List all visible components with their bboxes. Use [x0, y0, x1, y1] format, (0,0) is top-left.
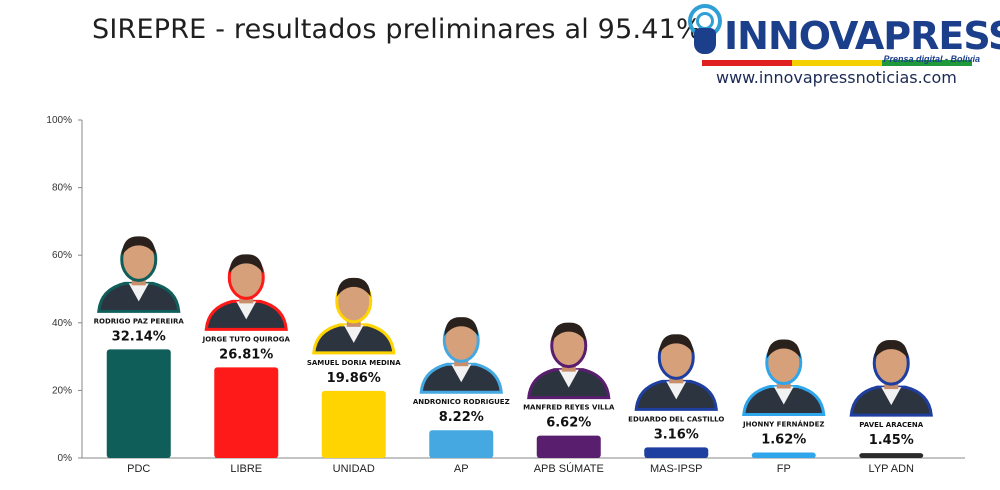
- y-tick-label: 80%: [52, 183, 72, 194]
- candidate-photo: [419, 317, 503, 394]
- y-tick-label: 20%: [52, 385, 72, 396]
- bar: [751, 452, 816, 458]
- candidate-hair: [336, 277, 371, 297]
- candidate-name: MANFRED REYES VILLA: [523, 404, 615, 412]
- candidate-name: RODRIGO PAZ PEREIRA: [94, 317, 185, 325]
- candidate-photo: [312, 277, 396, 355]
- candidate-name: PAVEL ARACENA: [859, 421, 924, 429]
- candidate-hair: [659, 334, 694, 354]
- value-label: 1.45%: [869, 433, 914, 448]
- flag-stripes: [702, 60, 972, 66]
- candidate-name: EDUARDO DEL CASTILLO: [628, 415, 724, 423]
- candidate-shirt: [236, 301, 257, 320]
- category-label: LIBRE: [230, 463, 262, 475]
- candidate-shirt: [128, 283, 149, 302]
- category-label: AP: [454, 463, 469, 475]
- candidate-shirt: [451, 364, 472, 383]
- value-label: 1.62%: [761, 433, 806, 448]
- candidate-shirt: [773, 386, 794, 405]
- candidate-shirt: [881, 387, 902, 406]
- y-tick-label: 40%: [52, 318, 72, 329]
- value-label: 8.22%: [439, 410, 484, 425]
- bar: [106, 349, 171, 458]
- value-label: 19.86%: [327, 371, 381, 386]
- candidate-shirt: [558, 369, 579, 388]
- stripe-yellow: [792, 60, 882, 66]
- candidate-photo: [97, 236, 181, 313]
- bar: [429, 430, 494, 458]
- bar: [644, 447, 709, 458]
- candidate-name: SAMUEL DORIA MEDINA: [307, 359, 401, 367]
- bar: [859, 453, 924, 458]
- candidate-name: JORGE TUTO QUIROGA: [202, 335, 291, 343]
- value-label: 26.81%: [219, 347, 273, 362]
- candidate-hair: [766, 339, 801, 359]
- bar: [321, 390, 386, 458]
- candidate-hair: [874, 340, 909, 360]
- logo-wordmark: INNOVAPRESS: [724, 14, 1000, 58]
- value-label: 32.14%: [112, 329, 166, 344]
- category-label: FP: [777, 463, 791, 475]
- candidate-hair: [121, 236, 156, 256]
- hand-icon: [694, 28, 716, 54]
- candidate-name: JHONNY FERNÁNDEZ: [742, 420, 824, 429]
- category-label: PDC: [127, 463, 150, 475]
- value-label: 3.16%: [654, 427, 699, 442]
- innovapress-logo[interactable]: INNOVAPRESS Prensa digital - Bolivia www…: [688, 2, 1000, 90]
- y-tick-label: 100%: [46, 115, 72, 126]
- y-tick-label: 0%: [58, 453, 73, 464]
- stripe-red: [702, 60, 792, 66]
- bar: [536, 435, 601, 458]
- category-label: LYP ADN: [869, 463, 915, 475]
- stripe-green: [882, 60, 972, 66]
- candidate-photo: [527, 322, 611, 400]
- category-label: MAS-IPSP: [650, 463, 703, 475]
- logo-url[interactable]: www.innovapressnoticias.com: [716, 68, 957, 87]
- candidate-hair: [551, 322, 586, 342]
- value-label: 6.62%: [546, 416, 591, 431]
- candidate-shirt: [343, 324, 364, 343]
- candidate-photo: [634, 334, 718, 411]
- y-tick-label: 60%: [52, 250, 72, 261]
- page-title: SIREPRE - resultados preliminares al 95.…: [92, 14, 702, 45]
- candidate-hair: [444, 317, 479, 337]
- category-label: APB SÚMATE: [534, 462, 604, 475]
- candidate-hair: [229, 254, 264, 274]
- candidate-photo: [742, 339, 826, 417]
- candidate-shirt: [666, 381, 687, 400]
- bar: [214, 367, 279, 458]
- candidate-name: ANDRONICO RODRIGUEZ: [413, 398, 510, 406]
- candidate-photo: [849, 340, 933, 417]
- logo-tagline: Prensa digital - Bolivia: [883, 54, 980, 64]
- category-label: UNIDAD: [333, 463, 375, 475]
- candidate-photo: [204, 254, 288, 331]
